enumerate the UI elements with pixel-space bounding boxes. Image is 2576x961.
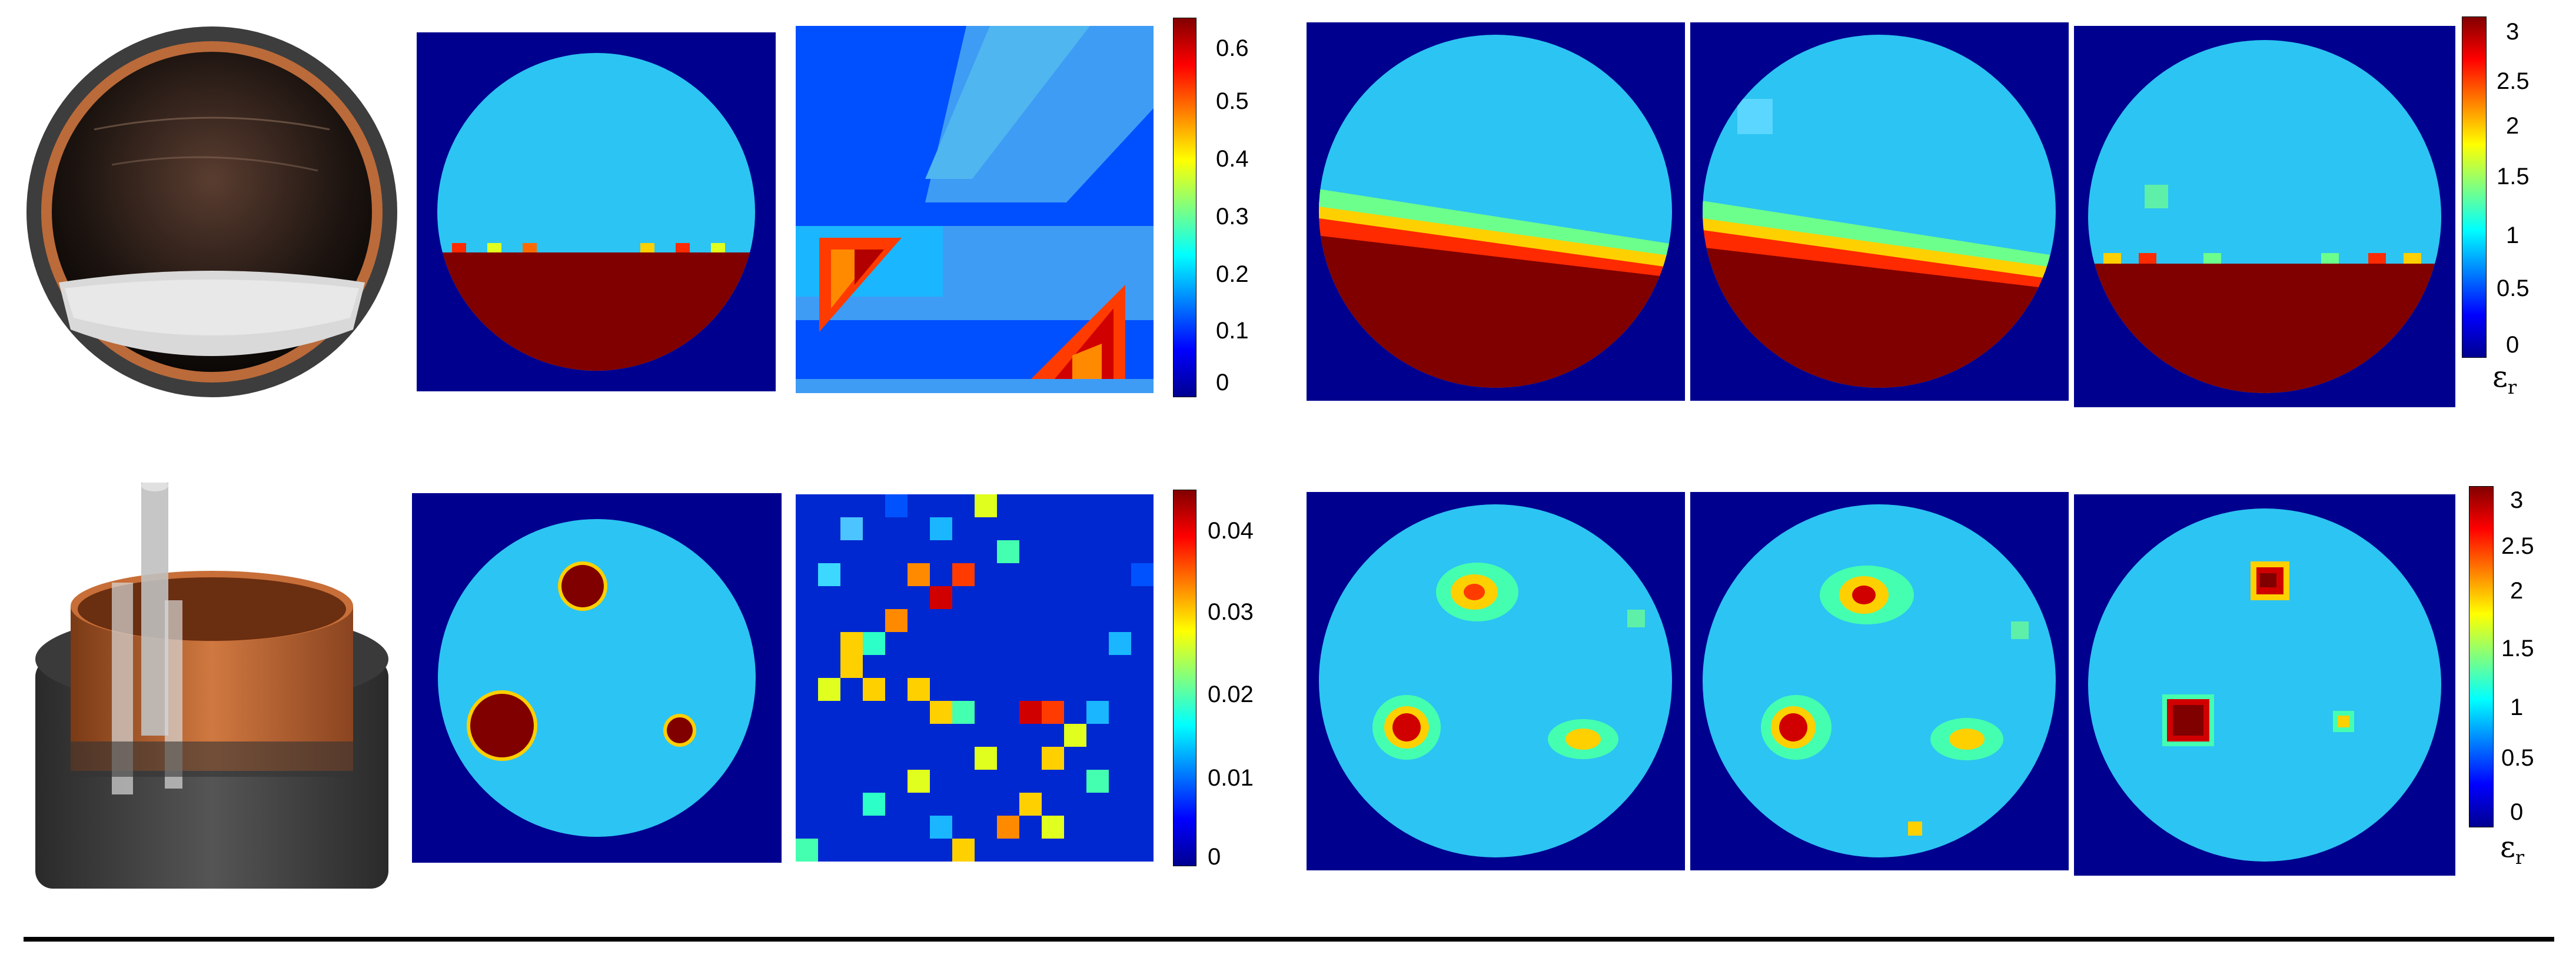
row2-permittivity-tick: 2 [2510, 578, 2524, 604]
permittivity-subscript: r [2507, 376, 2517, 398]
row1-reconstruction-c [2074, 26, 2455, 407]
row1-sensitivity-map [796, 26, 1154, 393]
row2-permittivity-tick: 2.5 [2501, 533, 2534, 559]
row2-permittivity-colorbar [2468, 486, 2494, 828]
tank-with-three-rods-photo [24, 480, 400, 895]
row1-sensitivity-tick: 0.1 [1216, 318, 1249, 344]
row2-sensitivity-tick: 0.02 [1208, 681, 1254, 707]
row1-permittivity-tick: 3 [2506, 19, 2520, 45]
row2-sensitivity-tick: 0.04 [1208, 518, 1254, 544]
row1-reconstruction-b [1690, 22, 2069, 401]
tank-with-granular-fill-photo [24, 24, 400, 400]
row2-reconstruction-c [2074, 494, 2455, 876]
permittivity-subscript: r [2515, 846, 2525, 869]
permittivity-symbol: ε [2500, 830, 2515, 864]
row1-reconstruction-a [1307, 22, 1685, 401]
row2-permittivity-tick: 3 [2510, 487, 2524, 513]
row1-sensitivity-tick: 0.5 [1216, 88, 1249, 114]
row1-permittivity-tick: 2 [2506, 113, 2520, 139]
row2-sensitivity-colorbar [1172, 489, 1197, 867]
row2-reconstruction-b [1690, 492, 2069, 870]
row1-sensitivity-tick: 0 [1216, 370, 1229, 395]
row1-permittivity-tick: 0 [2506, 332, 2520, 358]
row1-permittivity-tick: 0.5 [2497, 275, 2530, 301]
bottom-rule [24, 937, 2554, 942]
row2-ground-truth-map [412, 493, 782, 863]
row2-permittivity-tick: 1.5 [2501, 636, 2534, 661]
row1-sensitivity-colorbar [1172, 17, 1197, 398]
row1-permittivity-unit-label: εr [2492, 362, 2517, 397]
row2-permittivity-tick: 0.5 [2501, 745, 2534, 771]
row1-sensitivity-tick: 0.4 [1216, 146, 1249, 172]
row2-reconstruction-a [1307, 492, 1685, 870]
row1-sensitivity-tick: 0.3 [1216, 204, 1249, 230]
row1-sensitivity-tick: 0.6 [1216, 35, 1249, 61]
row2-sensitivity-tick: 0 [1208, 844, 1221, 870]
row2-sensitivity-map [796, 494, 1154, 862]
row2-permittivity-tick: 1 [2510, 694, 2524, 720]
row1-permittivity-tick: 2.5 [2497, 68, 2530, 94]
row2-permittivity-tick: 0 [2510, 799, 2524, 825]
row2-permittivity-unit-label: εr [2500, 832, 2524, 867]
row1-permittivity-colorbar [2461, 16, 2487, 358]
row2-sensitivity-tick: 0.03 [1208, 599, 1254, 625]
row1-permittivity-tick: 1.5 [2497, 164, 2530, 189]
row1-permittivity-tick: 1 [2506, 222, 2520, 248]
row1-sensitivity-tick: 0.2 [1216, 261, 1249, 287]
row2-sensitivity-tick: 0.01 [1208, 765, 1254, 791]
permittivity-symbol: ε [2492, 360, 2508, 394]
row1-ground-truth-map [417, 32, 776, 391]
